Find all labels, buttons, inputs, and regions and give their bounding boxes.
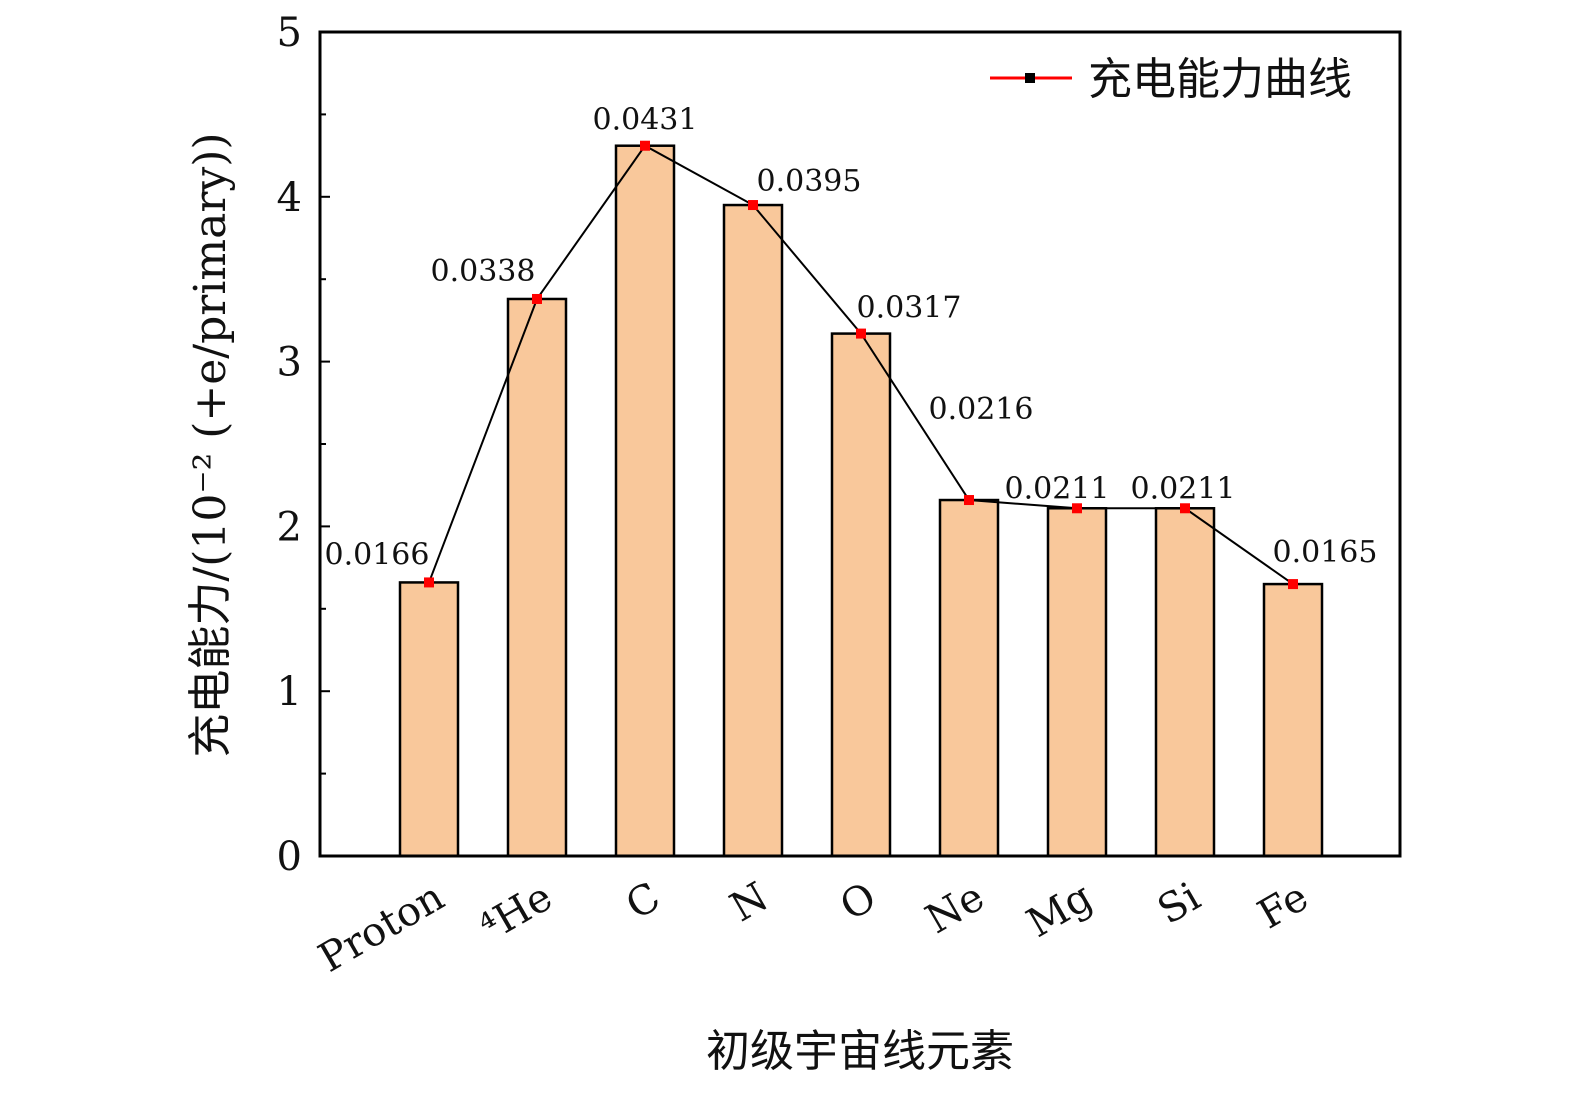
- bar-0: [398, 581, 460, 858]
- x-category-label-6: Mg: [1019, 874, 1100, 947]
- bar-2: [614, 144, 676, 858]
- bar-3: [722, 203, 784, 858]
- x-category-label-3: N: [723, 874, 776, 931]
- y-tick-label-4: 4: [277, 175, 302, 221]
- line-marker-6: [1072, 503, 1082, 514]
- data-label-0: 0.0166: [325, 537, 430, 572]
- bar-5: [938, 498, 1000, 858]
- x-category-label-8: Fe: [1250, 874, 1316, 938]
- bar-6: [1046, 507, 1108, 858]
- legend-entry-label: 充电能力曲线: [1088, 54, 1352, 105]
- line-marker-8: [1288, 579, 1298, 590]
- line-marker-3: [748, 200, 758, 211]
- line-layer: [424, 140, 1298, 590]
- x-category-label-2: C: [618, 874, 668, 929]
- y-tick-label-5: 5: [277, 10, 302, 56]
- data-labels-layer: 0.0166 0.0338 0.0431 0.0395 0.0317 0.0216 0.02…: [325, 103, 1378, 573]
- axes-layer: [318, 30, 1402, 858]
- y-tick-label-0: 0: [277, 834, 302, 880]
- line-marker-4: [856, 328, 866, 339]
- legend-marker-swatch: [1025, 73, 1035, 83]
- line-marker-2: [640, 140, 650, 151]
- data-label-6: 0.0211: [1005, 471, 1110, 506]
- x-category-label-1: ⁴He: [472, 874, 560, 951]
- bar-4: [830, 332, 892, 858]
- data-label-3: 0.0395: [757, 164, 862, 199]
- line-marker-0: [424, 577, 434, 588]
- x-category-label-4: O: [833, 874, 884, 930]
- data-label-1: 0.0338: [431, 254, 536, 289]
- y-tick-label-2: 2: [277, 504, 302, 550]
- x-axis-title: 初级宇宙线元素: [706, 1026, 1014, 1077]
- bar-1: [506, 297, 568, 858]
- y-axis-title: 充电能力/(10⁻² (+e/primary)): [185, 132, 236, 757]
- data-label-7: 0.0211: [1131, 471, 1236, 506]
- bar-8: [1262, 582, 1324, 858]
- line-marker-7: [1180, 503, 1190, 514]
- bar-7: [1154, 507, 1216, 858]
- x-category-label-0: Proton: [311, 874, 452, 982]
- y-tick-label-1: 1: [277, 669, 302, 715]
- line-marker-1: [532, 293, 542, 304]
- data-label-5: 0.0216: [929, 392, 1034, 427]
- x-category-label-5: Ne: [918, 874, 992, 943]
- data-label-4: 0.0317: [857, 291, 962, 326]
- y-tick-label-3: 3: [277, 340, 302, 386]
- line-marker-5: [964, 495, 974, 506]
- data-label-8: 0.0165: [1273, 535, 1378, 570]
- tick-labels-layer: 0 1 2 3 4 5: [277, 10, 302, 880]
- x-category-label-7: Si: [1150, 874, 1208, 934]
- data-label-2: 0.0431: [593, 103, 698, 138]
- legend: 充电能力曲线: [990, 54, 1352, 105]
- category-labels-layer: Proton ⁴He C N O Ne Mg Si Fe: [311, 874, 1316, 982]
